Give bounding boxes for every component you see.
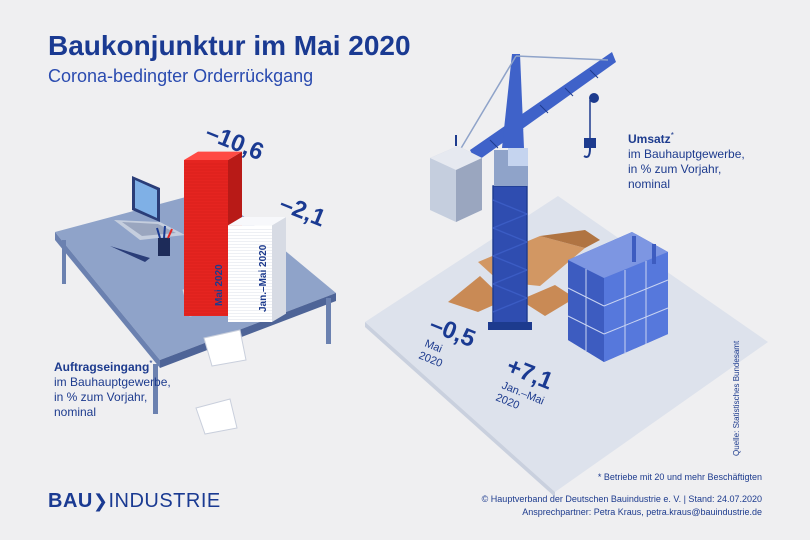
construction-site-illustration: [365, 52, 768, 497]
bauindustrie-logo: BAU❯INDUSTRIE: [48, 490, 221, 513]
orders-line3: nominal: [54, 405, 97, 419]
footnote: * Betriebe mit 20 und mehr Beschäftigten: [597, 472, 762, 482]
orders-category-label-0: Mai 2020: [214, 264, 225, 306]
logo-bold-text: BAU: [48, 490, 93, 512]
page-subtitle: Corona-bedingter Orderrückgang: [48, 66, 314, 86]
contact: Ansprechpartner: Petra Kraus, petra.krau…: [522, 507, 762, 517]
revenue-line3: nominal: [628, 177, 671, 191]
revenue-footnote-marker: *: [670, 131, 674, 140]
orders-line2: in % zum Vorjahr,: [54, 390, 148, 404]
orders-footnote-marker: *: [149, 359, 153, 368]
revenue-legend: Umsatz* im Bauhauptgewerbe, in % zum Vor…: [628, 128, 745, 192]
page-title: Baukonjunktur im Mai 2020: [48, 30, 411, 61]
source-note: Quelle: Statistisches Bundesamt: [732, 340, 741, 456]
copyright: © Hauptverband der Deutschen Bauindustri…: [481, 494, 762, 504]
orders-bar-1: Jan.–Mai 2020–2,1: [228, 190, 329, 322]
orders-legend: Auftragseingang* im Bauhauptgewerbe, in …: [54, 356, 171, 420]
revenue-line1: im Bauhauptgewerbe,: [628, 147, 745, 161]
logo-light-text: INDUSTRIE: [108, 490, 221, 512]
revenue-line2: in % zum Vorjahr,: [628, 162, 722, 176]
orders-category-label-1: Jan.–Mai 2020: [258, 244, 269, 312]
logo-chevron-icon: ❯: [92, 491, 109, 511]
revenue-heading: Umsatz: [628, 132, 671, 146]
orders-heading: Auftragseingang: [54, 360, 150, 374]
orders-line1: im Bauhauptgewerbe,: [54, 375, 171, 389]
